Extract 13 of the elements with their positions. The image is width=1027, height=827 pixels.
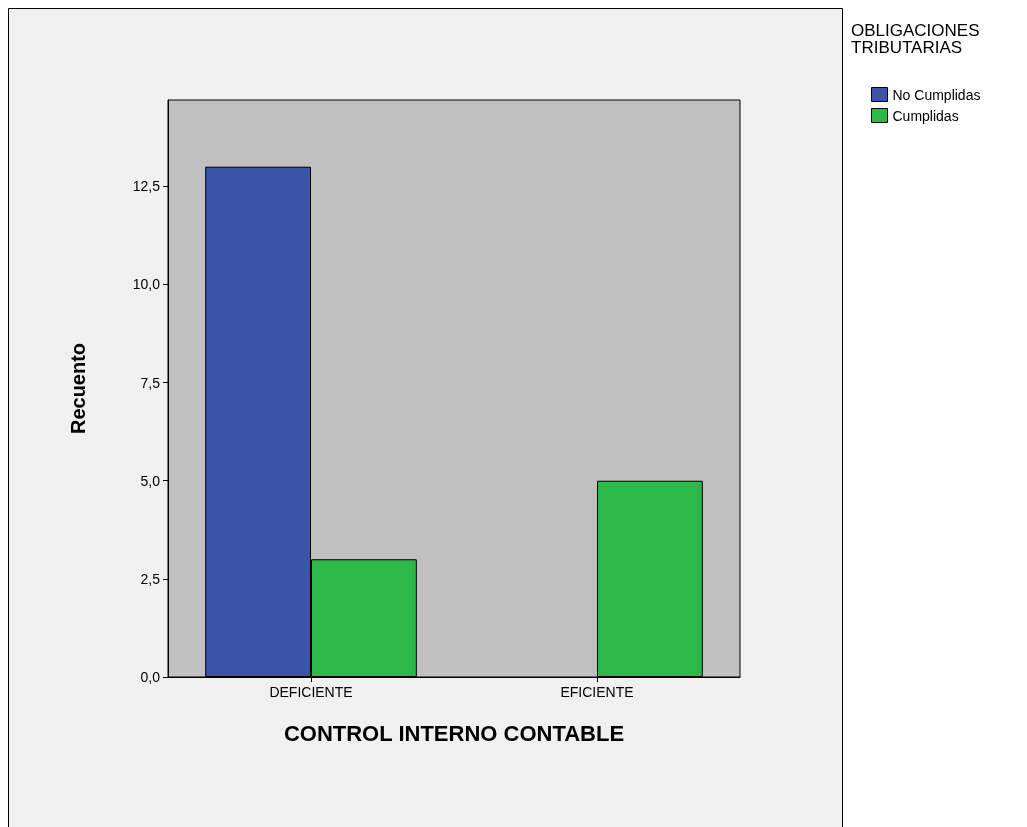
y-tick-label: 10,0: [132, 276, 161, 293]
y-tick-label: 12,5: [132, 178, 161, 195]
legend-title: OBLIGACIONES TRIBUTARIAS: [851, 21, 980, 57]
y-tick-label: 7,5: [140, 374, 161, 391]
legend-label: Cumplidas: [892, 107, 959, 124]
y-tick-label: 2,5: [140, 570, 161, 587]
y-axis-title: Recuento: [67, 342, 89, 435]
legend-label: No Cumplidas: [892, 86, 981, 103]
x-axis-title: CONTROL INTERNO CONTABLE: [283, 720, 625, 746]
y-tick-label: 0,0: [140, 669, 161, 685]
x-tick-label: EFICIENTE: [560, 684, 634, 700]
x-tick-label: DEFICIENTE: [269, 684, 353, 700]
y-tick-label: 5,0: [140, 472, 161, 489]
